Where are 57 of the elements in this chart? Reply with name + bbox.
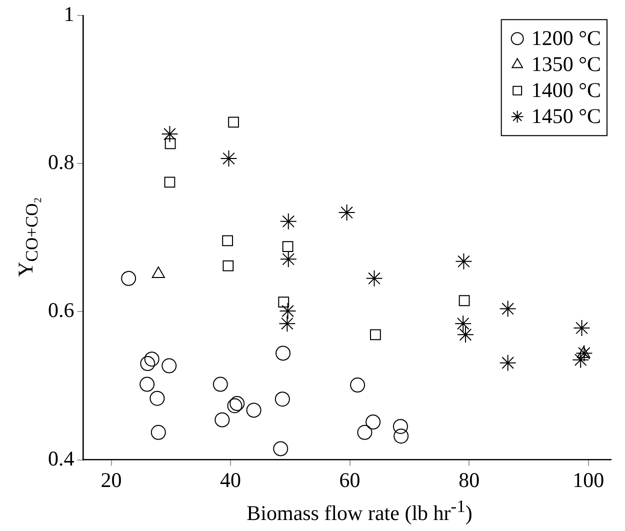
point bbox=[455, 252, 472, 270]
point bbox=[214, 412, 230, 428]
legend-label: 1450 °C bbox=[531, 104, 601, 128]
legend-label: 1200 °C bbox=[531, 26, 601, 50]
x-axis-title: Biomass flow rate (lb hr$^{-1}$) bbox=[246, 496, 474, 526]
point bbox=[140, 356, 156, 372]
point bbox=[212, 376, 228, 392]
point bbox=[273, 441, 288, 456]
point bbox=[280, 250, 297, 268]
point bbox=[350, 378, 366, 393]
x-tick-label: 100 bbox=[572, 468, 604, 492]
x-tick-label: 60 bbox=[339, 468, 360, 492]
point bbox=[280, 212, 297, 230]
point bbox=[228, 116, 239, 128]
point bbox=[278, 315, 296, 332]
y-tick-label: 0.4 bbox=[48, 446, 75, 470]
legend-label: 1400 °C bbox=[531, 78, 601, 102]
point bbox=[274, 392, 290, 407]
point bbox=[394, 428, 409, 444]
point bbox=[278, 296, 290, 308]
point bbox=[499, 354, 516, 372]
point bbox=[366, 270, 383, 287]
point bbox=[140, 376, 155, 392]
x-tick-label: 40 bbox=[220, 468, 242, 492]
point bbox=[454, 315, 472, 332]
point bbox=[576, 344, 593, 362]
point bbox=[164, 176, 176, 188]
point bbox=[392, 418, 408, 434]
point bbox=[164, 138, 176, 150]
x-tick-label: 80 bbox=[458, 468, 480, 492]
point bbox=[572, 351, 590, 368]
point bbox=[121, 270, 136, 286]
y-tick-label: 0.6 bbox=[48, 298, 74, 322]
point bbox=[276, 346, 291, 361]
point bbox=[222, 260, 234, 272]
point bbox=[458, 295, 470, 306]
point bbox=[222, 235, 234, 246]
point bbox=[162, 358, 177, 374]
point bbox=[220, 150, 238, 167]
point bbox=[144, 352, 160, 367]
point bbox=[150, 390, 165, 406]
y-tick-label: 0.8 bbox=[48, 150, 74, 174]
point bbox=[338, 204, 356, 222]
point bbox=[456, 326, 474, 344]
point bbox=[150, 424, 166, 440]
point bbox=[499, 300, 516, 318]
point bbox=[370, 329, 381, 340]
point bbox=[161, 126, 178, 143]
y-tick-label: 1 bbox=[64, 2, 74, 26]
point bbox=[279, 302, 296, 320]
point bbox=[282, 241, 294, 252]
point bbox=[366, 414, 381, 430]
legend-label: 1350 °C bbox=[531, 52, 601, 76]
point bbox=[246, 402, 262, 418]
point bbox=[573, 320, 590, 337]
x-tick-label: 20 bbox=[100, 468, 122, 492]
point bbox=[357, 424, 372, 440]
